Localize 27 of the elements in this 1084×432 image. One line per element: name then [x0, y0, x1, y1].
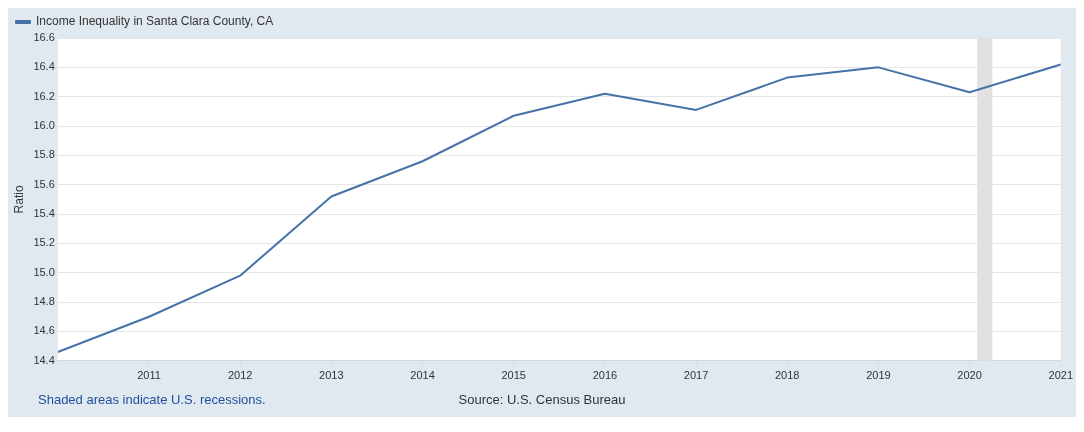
x-tick-label: 2015: [501, 369, 526, 382]
y-tick-label: 15.4: [33, 207, 55, 220]
y-tick-label: 16.0: [33, 119, 55, 132]
y-tick-label: 14.8: [33, 295, 55, 308]
y-tick-label: 14.6: [33, 324, 55, 337]
x-tick-label: 2017: [683, 369, 709, 382]
source-note: Source: U.S. Census Bureau: [457, 392, 627, 407]
y-tick-label: 16.6: [33, 31, 55, 44]
y-tick-label: 15.8: [33, 148, 55, 161]
x-tick-label: 2011: [137, 369, 161, 382]
x-tick-label: 2019: [866, 369, 891, 382]
x-tick-label: 2013: [319, 369, 344, 382]
y-tick-label: 15.2: [33, 236, 55, 249]
legend-label: Income Inequality in Santa Clara County, CA: [36, 14, 274, 29]
y-tick-label: 15.6: [33, 177, 55, 190]
x-tick-label: 2021: [1048, 369, 1074, 382]
y-tick-label: 14.4: [33, 353, 55, 366]
y-axis-title: Ratio: [11, 185, 26, 214]
text: Shaded areas indicate U.S. recessions.: [38, 392, 267, 407]
x-tick-label: 2020: [957, 369, 982, 382]
x-tick-label: 2012: [227, 369, 253, 382]
x-tick-label: 2016: [592, 369, 618, 382]
y-tick-label: 16.2: [33, 89, 55, 102]
x-tick-label: 2014: [410, 369, 435, 382]
y-tick-label: 16.4: [33, 60, 55, 73]
x-tick-label: 2018: [774, 369, 800, 382]
y-tick-label: 15.0: [33, 265, 55, 278]
